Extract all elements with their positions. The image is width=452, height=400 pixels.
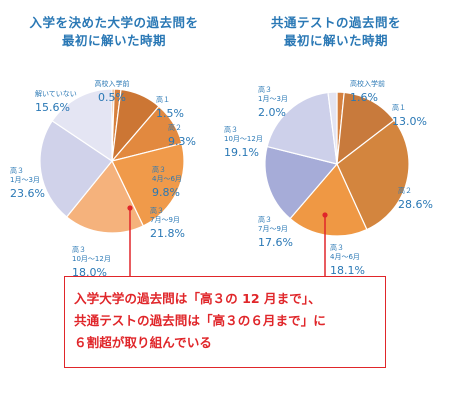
- slice-value-label: 18.0%: [72, 266, 107, 279]
- callout-line: ６割超が取り組んでいる: [74, 335, 212, 350]
- pie-slice: [65, 159, 145, 234]
- callout-connector-dot: [322, 212, 328, 218]
- slice-value-label: 1.5%: [156, 107, 184, 120]
- chart-title-line: 共通テストの過去問を: [270, 15, 401, 30]
- slice-value-label: 28.6%: [398, 198, 433, 211]
- callout-connector-dot: [127, 205, 133, 211]
- slice-label: 高３: [72, 245, 86, 254]
- chart-title-line: 最初に解いた時期: [283, 33, 388, 48]
- slice-label: 高３: [330, 243, 344, 252]
- slice-label: 高１: [156, 95, 170, 104]
- chart-title-common-test: 共通テストの過去問を 最初に解いた時期: [226, 14, 446, 50]
- pie-slice: [266, 91, 338, 165]
- slice-label: 1月～3月: [10, 176, 40, 184]
- slice-label: 高３: [152, 165, 166, 174]
- slice-value-label: 9.8%: [152, 186, 180, 199]
- slice-value-label: 9.3%: [168, 135, 196, 148]
- slice-value-label: 23.6%: [10, 187, 45, 200]
- slice-label: 10月～12月: [72, 255, 111, 263]
- chart-title-university: 入学を決めた大学の過去問を 最初に解いた時期: [4, 14, 224, 50]
- slice-label: 高校入学前: [95, 79, 130, 88]
- slice-value-label: 17.6%: [258, 236, 293, 249]
- callout-line: 入学大学の過去問は「高３の 12 月まで」、: [74, 291, 321, 306]
- slice-label: 10月～12月: [224, 135, 263, 143]
- slice-value-label: 21.8%: [150, 227, 185, 240]
- slice-label: 解いていない: [35, 89, 77, 98]
- slice-label: 7月～9月: [258, 225, 288, 233]
- slice-label: 4月～6月: [330, 253, 360, 261]
- slice-value-label: 0.5%: [98, 91, 126, 104]
- slice-label: 7月～9月: [150, 216, 180, 224]
- slice-label: 1月～3月: [258, 95, 288, 103]
- pie-slice: [264, 145, 339, 220]
- slice-label: 高校入学前: [350, 79, 385, 88]
- slice-value-label: 19.1%: [224, 146, 259, 159]
- slice-value-label: 2.0%: [258, 106, 286, 119]
- chart-title-line: 入学を決めた大学の過去問を: [29, 15, 199, 30]
- callout-line: 共通テストの過去問は「高３の６月まで」に: [74, 313, 326, 328]
- slice-label: 高３: [150, 206, 164, 215]
- slice-label: 高２: [398, 186, 412, 195]
- pie-slice: [111, 142, 185, 227]
- pie-slice: [39, 120, 113, 218]
- slice-label: 高３: [258, 215, 272, 224]
- slice-value-label: 1.6%: [350, 91, 378, 104]
- slice-label: 高３: [224, 125, 238, 134]
- pie-slice: [51, 88, 113, 163]
- pie-slice: [289, 162, 368, 237]
- chart-title-line: 最初に解いた時期: [61, 33, 166, 48]
- slice-label: 高１: [392, 103, 406, 112]
- slice-label: 高３: [10, 166, 24, 175]
- summary-callout: 入学大学の過去問は「高３の 12 月まで」、 共通テストの過去問は「高３の６月ま…: [64, 276, 386, 368]
- slice-label: 高３: [258, 85, 272, 94]
- slice-value-label: 13.0%: [392, 115, 427, 128]
- slice-value-label: 15.6%: [35, 101, 70, 114]
- pie-slice: [336, 91, 396, 166]
- slice-label: 4月～6月: [152, 175, 182, 183]
- slice-value-label: 18.1%: [330, 264, 365, 277]
- slice-label: 高２: [168, 123, 182, 132]
- pie-slice: [327, 91, 338, 165]
